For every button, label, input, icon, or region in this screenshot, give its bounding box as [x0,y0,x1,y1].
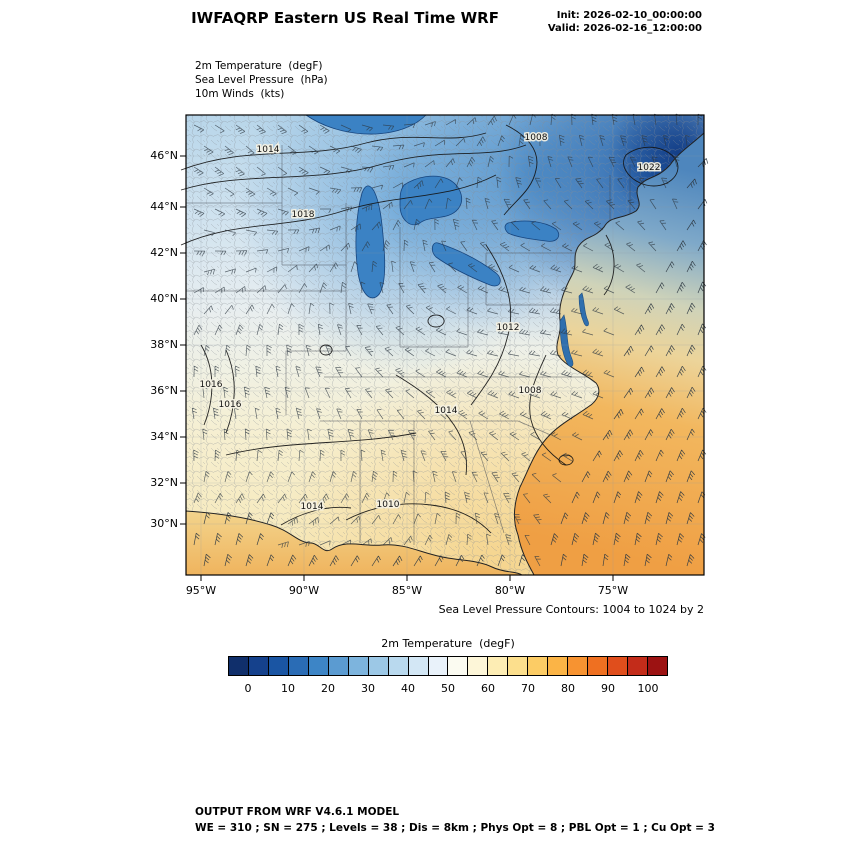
valid-time-label: Valid: 2026-02-16_12:00:00 [547,23,702,34]
lat-axis-label: 34°N [150,430,178,443]
lon-axis-label: 90°W [288,584,320,597]
colorbar-tick-label: 60 [481,682,495,695]
colorbar-cell [488,657,509,675]
lake-superior [304,114,427,135]
colorbar-cell [348,657,369,675]
map-border [185,114,705,576]
colorbar-cell [428,657,449,675]
temperature-colorbar [228,656,668,676]
lat-axis-label: 46°N [150,149,178,162]
pressure-contour-label: 1012 [497,323,520,333]
lake-ontario [504,220,560,242]
lon-axis-label: 80°W [494,584,526,597]
colorbar-cell [448,657,469,675]
field-label: 2m Temperature (degF) [195,60,323,72]
wind-barbs-land [191,113,703,567]
colorbar-cell [588,657,609,675]
colorbar-tick-label: 50 [441,682,455,695]
colorbar-cell [368,657,389,675]
wind-barbs-layer [191,113,709,567]
lat-axis-label: 42°N [150,246,178,259]
init-time-label: Init: 2026-02-10_00:00:00 [556,10,702,21]
lat-axis-label: 38°N [150,338,178,351]
field-label: 10m Winds (kts) [195,88,285,100]
colorbar-cell [648,657,667,675]
pressure-contour-labels: 1014 1018 1008 1022 1012 1008 1016 1016 1014 1014… [198,132,662,514]
lat-axis-label: 36°N [150,384,178,397]
lat-axis-label: 40°N [150,292,178,305]
lake-michigan [355,185,386,299]
colorbar-tick-label: 90 [601,682,615,695]
run-metadata: Init: 2026-02-10_00:00:00 Valid: 2026-02… [520,9,702,35]
map-area: 1014 1018 1008 1022 1012 1008 1016 1016 1014 1014… [150,113,709,597]
pressure-contour-label: 1010 [377,500,400,510]
colorbar-cell [229,657,249,675]
colorbar-tick-label: 30 [361,682,375,695]
chesapeake-delaware-bays [559,292,589,367]
weather-map-canvas: 1014 1018 1008 1022 1012 1008 1016 1016 1014 1014… [180,113,709,581]
gulf-of-mexico-region [185,510,524,576]
lon-axis-label: 85°W [391,584,423,597]
contour-caption: Sea Level Pressure Contours: 1004 to 102… [438,603,704,616]
wind-barbs-ocean [193,158,709,567]
lon-axis-label: 95°W [185,584,217,597]
colorbar-cell [328,657,349,675]
colorbar-cell [408,657,429,675]
axis-tick-marks [180,155,614,581]
lat-axis-label: 30°N [150,517,178,530]
colorbar-tick-label: 20 [321,682,335,695]
pressure-contour-label: 1016 [219,400,242,410]
colorbar-cell [548,657,569,675]
field-label: Sea Level Pressure (hPa) [195,74,328,86]
colorbar-tick-label: 10 [281,682,295,695]
colorbar-title: 2m Temperature (degF) [381,637,515,650]
pressure-contour-label: 1018 [292,210,315,220]
page-title: IWFAQRP Eastern US Real Time WRF [191,9,499,27]
colorbar-cell [388,657,409,675]
field-list: 2m Temperature (degF) Sea Level Pressure … [195,59,328,101]
colorbar-tick-label: 70 [521,682,535,695]
colorbar-tick-label: 100 [637,682,659,695]
colorbar-tick-label: 0 [244,682,252,695]
colorbar-cell [248,657,269,675]
colorbar-cell [528,657,549,675]
footer-config-line: WE = 310 ; SN = 275 ; Levels = 38 ; Dis … [195,822,715,834]
colorbar-cell [268,657,289,675]
pressure-contour-label: 1016 [200,380,223,390]
colorbar-cell [608,657,629,675]
colorbar-tick-label: 40 [401,682,415,695]
pressure-contour-label: 1014 [257,145,280,155]
colorbar-cell [308,657,329,675]
colorbar-cell [628,657,649,675]
colorbar-tick-label: 80 [561,682,575,695]
colorbar-cell [508,657,529,675]
footer-model-line: OUTPUT FROM WRF V4.6.1 MODEL [195,806,400,818]
pressure-contour-label: 1008 [519,386,542,396]
colorbar-cell [568,657,589,675]
lat-axis-label: 44°N [150,200,178,213]
pressure-contour-label: 1022 [638,163,661,173]
colorbar-cell [468,657,489,675]
lat-lon-graticule [186,115,704,575]
lat-axis-label: 32°N [150,476,178,489]
lake-erie [432,242,501,287]
lon-axis-label: 75°W [597,584,629,597]
pressure-contour-label: 1014 [435,406,458,416]
colorbar-cell [288,657,309,675]
pressure-contour-label: 1008 [525,133,548,143]
pressure-contour-label: 1014 [301,502,324,512]
